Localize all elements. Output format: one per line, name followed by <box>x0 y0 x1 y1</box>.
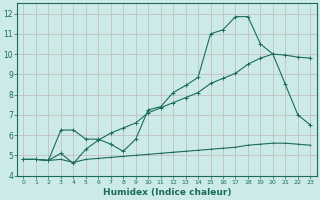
X-axis label: Humidex (Indice chaleur): Humidex (Indice chaleur) <box>103 188 231 197</box>
